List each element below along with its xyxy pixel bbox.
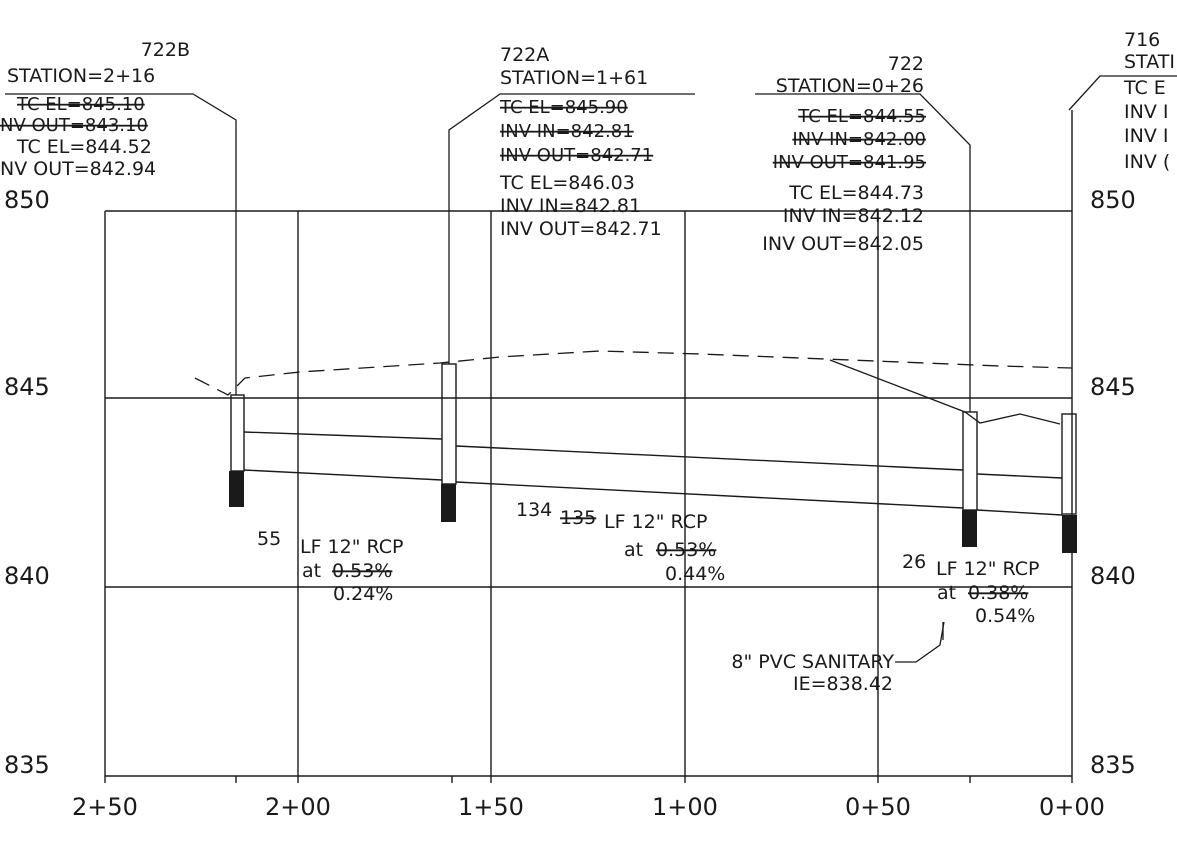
existing-ground-line bbox=[194, 350, 1073, 396]
structure-716-box bbox=[1061, 413, 1077, 515]
structure-name: 716 bbox=[1124, 29, 1160, 51]
x-label-1+00: 1+00 bbox=[652, 793, 718, 821]
footings bbox=[229, 471, 1077, 553]
pipe-2-annotation: 134 135 LF 12" RCP at 0.53% 0.44% bbox=[516, 499, 725, 585]
sanitary-ie: IE=838.42 bbox=[793, 673, 893, 695]
new-inv-out: INV OUT=842.71 bbox=[500, 218, 662, 240]
station-label: STATI bbox=[1124, 51, 1175, 73]
old-inv-out: INV OUT=841.95 bbox=[773, 152, 926, 173]
line-3: INV I bbox=[1124, 125, 1168, 147]
footing-716 bbox=[1062, 515, 1077, 553]
new-inv-out: INV OUT=842.05 bbox=[762, 233, 924, 255]
pipe-at: at bbox=[624, 539, 643, 561]
pipe-3-crown bbox=[976, 473, 1063, 479]
old-inv-out: NV OUT=843.10 bbox=[0, 115, 148, 136]
y-label-835-right: 835 bbox=[1090, 751, 1136, 779]
pipe-new-length: 134 bbox=[516, 499, 552, 521]
old-inv-in: INV IN=842.00 bbox=[792, 129, 926, 150]
y-label-835: 835 bbox=[4, 751, 50, 779]
x-label-1+50: 1+50 bbox=[458, 793, 524, 821]
new-tc-el: TC EL=844.73 bbox=[788, 182, 924, 204]
pipe-3-invert bbox=[976, 509, 1063, 516]
x-label-2+00: 2+00 bbox=[265, 793, 331, 821]
x-axis: 2+50 2+00 1+50 1+00 0+50 0+00 bbox=[72, 793, 1105, 821]
pipe-old-slope: 0.38% bbox=[968, 582, 1028, 604]
leader-722 bbox=[755, 93, 971, 412]
structure-722a-box bbox=[441, 363, 457, 485]
leader-sanitary bbox=[895, 621, 945, 663]
leader-716 bbox=[1068, 75, 1177, 111]
y-axis-left: 850 845 840 835 bbox=[4, 186, 50, 779]
pipe-desc: LF 12" RCP bbox=[604, 511, 708, 533]
proposed-grade-line bbox=[829, 359, 1061, 425]
pipe-old-slope: 0.53% bbox=[656, 539, 716, 561]
sanitary-label: 8" PVC SANITARY bbox=[731, 651, 894, 673]
footing-722 bbox=[962, 510, 977, 547]
pipes bbox=[243, 431, 1063, 516]
pipe-at: at bbox=[302, 560, 321, 582]
new-inv-in: INV IN=842.81 bbox=[500, 195, 641, 217]
leader-722b bbox=[5, 93, 237, 395]
old-inv-out: INV OUT=842.71 bbox=[500, 145, 653, 166]
old-tc-el: TC EL=845.90 bbox=[499, 97, 628, 118]
pipe-new-slope: 0.44% bbox=[665, 563, 725, 585]
y-label-845-right: 845 bbox=[1090, 373, 1136, 401]
pipe-2-invert bbox=[455, 481, 964, 509]
pipe-desc: LF 12" RCP bbox=[936, 558, 1040, 580]
station-label: STATION=0+26 bbox=[776, 75, 924, 97]
y-label-840: 840 bbox=[4, 562, 50, 590]
new-inv-in: INV IN=842.12 bbox=[783, 205, 924, 227]
pipe-new-slope: 0.24% bbox=[333, 583, 393, 605]
label-716: 716 STATI TC E INV I INV I INV ( bbox=[1123, 29, 1175, 173]
y-label-845: 845 bbox=[4, 373, 50, 401]
pipe-1-annotation: 55 LF 12" RCP at 0.53% 0.24% bbox=[257, 528, 404, 605]
leader-722a bbox=[448, 93, 695, 364]
structure-722-box bbox=[962, 411, 978, 511]
x-ticks bbox=[104, 776, 1073, 783]
footing-722a bbox=[441, 484, 456, 522]
line-1: TC E bbox=[1123, 77, 1166, 99]
pipe-old-length: 135 bbox=[560, 507, 596, 529]
structure-name: 722 bbox=[888, 53, 924, 75]
structure-722b-box bbox=[230, 394, 245, 472]
structure-name: 722B bbox=[141, 39, 190, 61]
y-axis-right: 850 845 840 835 bbox=[1090, 186, 1136, 779]
pipe-1-invert bbox=[243, 469, 443, 481]
sanitary-annotation: 8" PVC SANITARY IE=838.42 bbox=[731, 651, 894, 695]
structure-name: 722A bbox=[500, 44, 549, 66]
old-tc-el: TC EL=845.10 bbox=[16, 94, 145, 115]
pipe-1-crown bbox=[243, 431, 443, 440]
pipe-desc: LF 12" RCP bbox=[300, 536, 404, 558]
pipe-at: at bbox=[937, 582, 956, 604]
label-722a: 722A STATION=1+61 TC EL=845.90 INV IN=84… bbox=[499, 44, 662, 240]
pipe-3-annotation: 26 LF 12" RCP at 0.38% 0.54% bbox=[902, 551, 1040, 627]
y-label-850: 850 bbox=[4, 186, 50, 214]
pipe-2-crown bbox=[455, 445, 964, 471]
pipe-length: 26 bbox=[902, 551, 926, 573]
y-label-840-right: 840 bbox=[1090, 562, 1136, 590]
new-inv-out: NV OUT=842.94 bbox=[0, 158, 156, 180]
x-label-0+50: 0+50 bbox=[845, 793, 911, 821]
station-label: STATION=2+16 bbox=[7, 65, 155, 87]
old-inv-in: INV IN=842.81 bbox=[500, 121, 634, 142]
line-2: INV I bbox=[1124, 101, 1168, 123]
x-label-2+50: 2+50 bbox=[72, 793, 138, 821]
station-label: STATION=1+61 bbox=[500, 67, 648, 89]
new-tc-el: TC EL=844.52 bbox=[16, 136, 152, 158]
leaders bbox=[5, 75, 1177, 663]
footing-722b bbox=[229, 471, 244, 507]
line-4: INV ( bbox=[1124, 151, 1170, 173]
pipe-old-slope: 0.53% bbox=[332, 560, 392, 582]
label-722: 722 STATION=0+26 TC EL=844.55 INV IN=842… bbox=[762, 53, 926, 255]
pipe-length: 55 bbox=[257, 528, 281, 550]
old-tc-el: TC EL=844.55 bbox=[797, 106, 926, 127]
x-label-0+00: 0+00 bbox=[1039, 793, 1105, 821]
y-label-850-right: 850 bbox=[1090, 186, 1136, 214]
new-tc-el: TC EL=846.03 bbox=[499, 172, 635, 194]
pipe-new-slope: 0.54% bbox=[975, 605, 1035, 627]
label-722b: 722B STATION=2+16 TC EL=845.10 NV OUT=84… bbox=[0, 39, 190, 180]
